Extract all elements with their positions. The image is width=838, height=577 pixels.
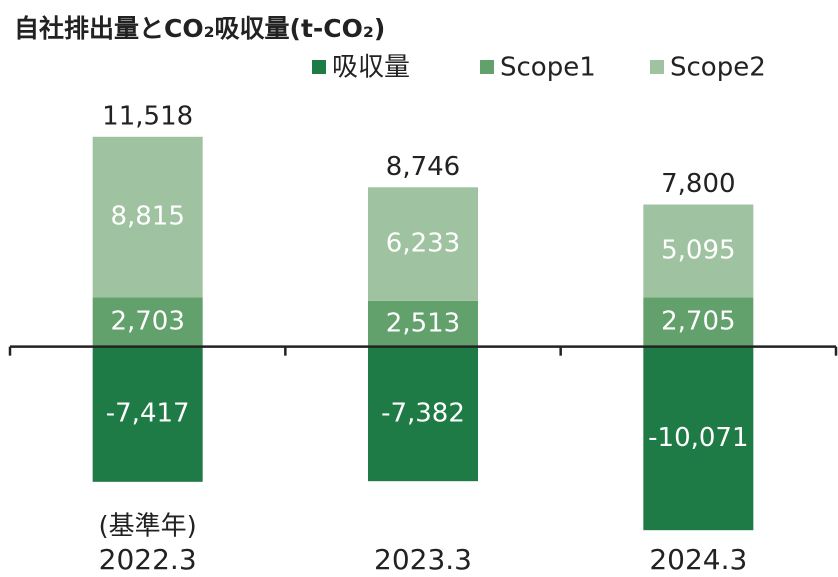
data-label: 5,095 <box>661 235 735 265</box>
bar-segment <box>92 136 203 298</box>
legend-swatch <box>480 60 494 74</box>
bar-segment <box>643 297 754 347</box>
bar-segment <box>368 187 478 301</box>
bar-segment <box>92 346 203 482</box>
total-label: 7,800 <box>661 169 735 199</box>
data-label: 2,705 <box>661 307 735 337</box>
data-label: 2,513 <box>386 308 460 338</box>
legend-swatch <box>312 60 326 74</box>
legend-label: 吸収量 <box>332 53 410 83</box>
category-note: (基準年) <box>99 512 197 542</box>
bar-segment <box>643 204 754 298</box>
total-label: 11,518 <box>102 101 193 131</box>
legend-label: Scope1 <box>500 53 596 83</box>
x-tick-label: 2022.3 <box>99 543 197 576</box>
legend-label: Scope2 <box>670 53 766 83</box>
data-label: 2,703 <box>110 307 184 337</box>
data-label: -7,382 <box>381 398 465 428</box>
data-label: 8,815 <box>110 202 184 232</box>
bar-segment <box>643 346 754 531</box>
data-label: 6,233 <box>386 229 460 259</box>
bar-segment <box>368 346 478 482</box>
total-label: 8,746 <box>386 152 460 182</box>
data-label: -7,417 <box>106 399 190 429</box>
legend-swatch <box>650 60 664 74</box>
bar-segment <box>92 297 203 347</box>
data-label: -10,071 <box>648 423 748 453</box>
bar-segment <box>368 300 478 347</box>
x-tick-label: 2023.3 <box>374 543 472 576</box>
x-tick-label: 2024.3 <box>649 543 747 576</box>
chart-title: 自社排出量とCO₂吸収量(t-CO₂) <box>14 14 385 43</box>
